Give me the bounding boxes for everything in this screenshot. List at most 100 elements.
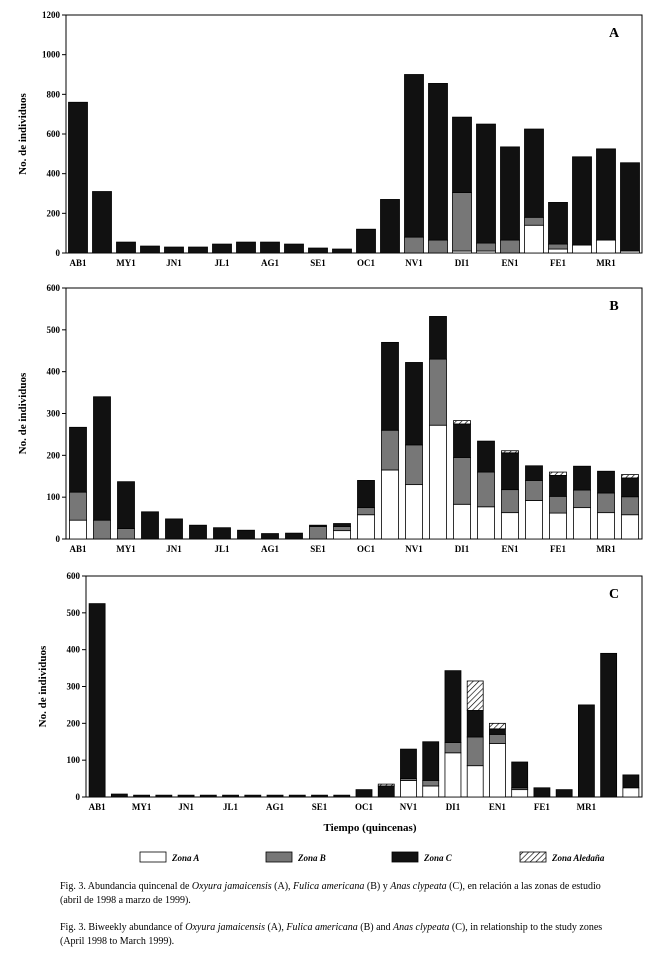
bar-zona-c — [525, 465, 543, 481]
bar-zona-c — [620, 162, 640, 252]
bar-zona-c — [429, 316, 447, 360]
y-axis-label: No. de individuos — [17, 92, 29, 174]
bar-zona-c — [116, 241, 136, 254]
bar-zona-c — [400, 748, 417, 779]
bar-zona-c — [212, 243, 232, 254]
bar-zona-c — [405, 362, 423, 446]
bar-zona-b — [452, 192, 472, 252]
legend-label: Zona B — [297, 853, 326, 863]
bar-zona-b — [381, 429, 399, 471]
bar-zona-c — [199, 794, 217, 798]
bar-zona-c — [428, 83, 448, 241]
y-tick-label: 1000 — [42, 50, 61, 60]
y-tick-label: 200 — [47, 208, 61, 218]
bar-zona-c — [596, 148, 616, 241]
bar-zona-a — [466, 765, 484, 798]
bar-zona-c — [600, 652, 618, 798]
bar-zona-c — [621, 477, 639, 498]
bar-zona-c — [311, 794, 328, 798]
bar-zona-c — [244, 794, 262, 798]
legend: Zona A Zona B Zona C Zona Aledaña — [139, 851, 605, 863]
bar-zona-b — [404, 236, 424, 254]
caption-spanish: Fig. 3. Abundancia quincenal de Oxyura j… — [60, 880, 620, 908]
bar-zona-c — [69, 426, 87, 493]
bar-zona-a — [511, 789, 529, 798]
bar-zona-a — [573, 507, 591, 540]
legend-swatch — [139, 851, 167, 863]
bar-zona-aledana — [466, 680, 484, 711]
bar-zona-c — [500, 146, 520, 241]
bar-zona-c — [288, 794, 306, 798]
chart-panel-b: 0 100 200 300 400 500 600 No. de individuos AB1 M… — [17, 283, 643, 554]
bar-zona-a — [622, 787, 640, 798]
bar-zona-a — [501, 512, 519, 540]
bar-zona-a — [69, 519, 87, 540]
bar-zona-c — [309, 524, 327, 527]
panel-letter: C — [609, 587, 619, 602]
y-tick-label: 400 — [67, 645, 81, 655]
bar-zona-a — [524, 224, 544, 254]
bar-zona-c — [333, 794, 351, 798]
bar-zona-b — [309, 526, 327, 540]
bar-zona-c — [237, 529, 255, 540]
bar-zona-b — [597, 492, 615, 514]
legend-label: Zona C — [423, 853, 453, 863]
bar-zona-b — [548, 243, 568, 250]
bar-zona-aledana — [501, 450, 519, 454]
bar-zona-c — [548, 202, 568, 245]
x-tick-label: NV1 — [405, 544, 423, 554]
bar-zona-c — [88, 603, 106, 798]
x-tick-label: MY1 — [116, 258, 136, 268]
bar-zona-c — [356, 228, 376, 254]
bar-zona-c — [573, 465, 591, 491]
y-tick-label: 600 — [47, 129, 61, 139]
bar-zona-c — [308, 247, 328, 254]
bar-zona-a — [525, 500, 543, 540]
bar-zona-b — [477, 471, 495, 508]
bar-zona-a — [572, 244, 592, 254]
bar-zona-c — [213, 527, 231, 540]
bar-zona-c — [355, 789, 373, 798]
x-tick-label: JN1 — [178, 802, 194, 812]
x-tick-label: SE1 — [312, 802, 328, 812]
bar-zona-b — [333, 526, 351, 532]
y-tick-label: 500 — [47, 325, 61, 335]
x-tick-label: EN1 — [501, 544, 519, 554]
bar-zona-b — [405, 444, 423, 486]
bar-zona-c — [222, 794, 239, 798]
bar-zona-b — [69, 491, 87, 521]
bar-zona-b — [466, 736, 484, 767]
x-axis-title: Tiempo (quincenas) — [323, 822, 416, 834]
bar-zona-aledana — [377, 783, 395, 787]
bar-zona-c — [133, 794, 151, 798]
y-tick-label: 0 — [56, 248, 61, 258]
x-tick-label: EN1 — [489, 802, 507, 812]
y-tick-label: 0 — [76, 792, 81, 802]
panel-letter: A — [609, 26, 620, 41]
x-tick-label: JL1 — [214, 544, 230, 554]
x-tick-label: AG1 — [261, 258, 280, 268]
bar-zona-c — [422, 741, 440, 781]
x-tick-label: DI1 — [455, 544, 470, 554]
bar-zona-c — [93, 396, 111, 521]
caption-english: Fig. 3. Biweekly abundance of Oxyura jam… — [60, 921, 620, 949]
x-tick-label: FE1 — [550, 544, 567, 554]
y-tick-label: 0 — [56, 534, 61, 544]
x-tick-label: JL1 — [214, 258, 230, 268]
bar-zona-c — [117, 481, 135, 529]
bar-zona-c — [377, 785, 395, 798]
bar-zona-c — [572, 156, 592, 246]
caption-en-species-3: Anas clypeata — [393, 922, 450, 933]
x-tick-label: DI1 — [455, 258, 470, 268]
bar-zona-a — [381, 469, 399, 540]
caption-es-mid-2: (B) y — [364, 881, 391, 892]
bar-zona-c — [260, 241, 280, 254]
plot-frame — [85, 575, 643, 798]
bar-zona-aledana — [549, 471, 567, 476]
x-tick-label: DI1 — [446, 802, 461, 812]
caption-en-species-2: Fulica americana — [286, 922, 358, 933]
bar-zona-c — [236, 241, 256, 254]
caption-en-mid-1: (A), — [264, 922, 287, 933]
bar-zona-a — [405, 484, 423, 540]
